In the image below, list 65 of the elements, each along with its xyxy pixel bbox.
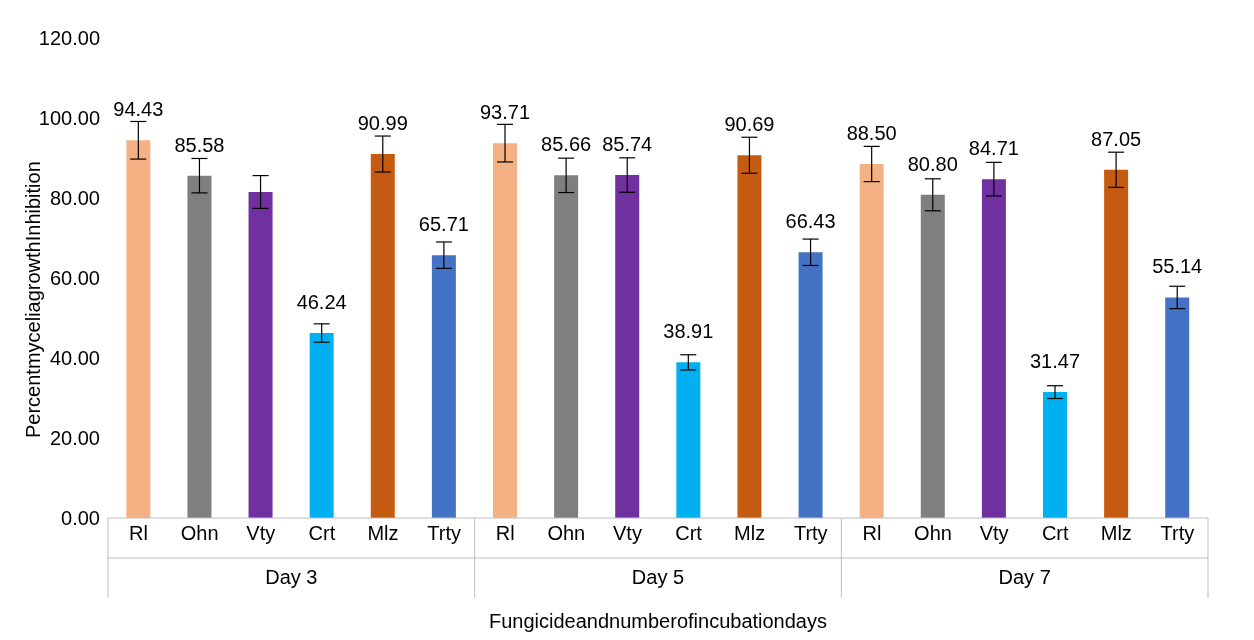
- data-label: 31.47: [1029, 350, 1081, 373]
- x-tick-label: Mlz: [734, 522, 766, 545]
- bar: [493, 143, 517, 518]
- data-label: 85.58: [174, 133, 225, 156]
- x-tick-label: Crt: [1041, 522, 1069, 545]
- bar: [920, 194, 945, 518]
- x-tick-label: Crt: [308, 522, 336, 545]
- bar: [126, 140, 151, 518]
- bar: [1043, 392, 1067, 518]
- data-label: 65.71: [418, 213, 469, 236]
- x-tick-label: Ohn: [180, 522, 219, 545]
- bar: [431, 255, 456, 518]
- bar: [248, 192, 273, 518]
- bar: [676, 362, 701, 518]
- text: Day 7: [997, 566, 1052, 589]
- y-tick-label: 100.00: [38, 107, 100, 130]
- bar: [554, 175, 579, 518]
- data-label: 90.69: [724, 113, 775, 136]
- data-label: 88.50: [846, 122, 897, 144]
- bar: [798, 252, 823, 518]
- bar: [187, 175, 212, 518]
- x-axis-title: Fungicideandnumberofincubationdays: [488, 610, 828, 633]
- x-tick-label: Trty: [1160, 522, 1195, 545]
- x-tick-label: Rl: [862, 522, 882, 545]
- data-label: 93.71: [479, 101, 531, 124]
- x-tick-label: Vty: [612, 522, 642, 545]
- data-label: 84.71: [968, 137, 1019, 160]
- bar: [309, 333, 334, 518]
- bar: [615, 175, 640, 518]
- x-tick-label: Crt: [675, 522, 703, 545]
- y-axis-title: PercentmyceliagrowthInhibition: [22, 161, 45, 438]
- data-label: 38.91: [663, 320, 714, 343]
- x-tick-label: Rl: [129, 522, 148, 545]
- data-label: 66.43: [785, 210, 836, 233]
- y-tick-label: 120.00: [38, 27, 100, 50]
- x-tick-label: Mlz: [367, 522, 399, 545]
- y-tick-label: 80.00: [49, 187, 100, 210]
- data-label: 46.24: [296, 291, 347, 314]
- data-label: 87.05: [1091, 127, 1142, 150]
- data-label: 55.14: [1152, 255, 1203, 278]
- bar: [981, 179, 1006, 518]
- data-label: 80.80: [907, 152, 958, 175]
- bar: [1165, 297, 1190, 518]
- x-tick-label: Ohn: [547, 522, 586, 545]
- bar: [859, 164, 884, 518]
- x-tick-label: Mlz: [1100, 522, 1132, 545]
- data-label: 85.74: [602, 133, 653, 156]
- y-tick-label: 0.00: [61, 507, 100, 530]
- y-tick-label: 40.00: [49, 347, 100, 370]
- y-tick-label: 60.00: [49, 267, 100, 290]
- bar: [737, 155, 762, 518]
- x-tick-label: Vty: [979, 522, 1009, 545]
- text: Day 5: [630, 566, 686, 589]
- bar: [370, 154, 395, 518]
- x-tick-label: Trty: [427, 522, 461, 545]
- bar: [1104, 169, 1129, 518]
- data-label: 94.43: [113, 98, 164, 121]
- data-label: 85.66: [541, 133, 592, 156]
- data-label: 90.99: [357, 112, 408, 135]
- x-tick-label: Rl: [495, 522, 515, 545]
- y-tick-label: 20.00: [49, 427, 100, 450]
- text: Day 3: [264, 566, 319, 589]
- x-tick-label: Trty: [793, 522, 828, 545]
- x-tick-label: Ohn: [914, 522, 952, 545]
- x-tick-label: Vty: [246, 522, 276, 545]
